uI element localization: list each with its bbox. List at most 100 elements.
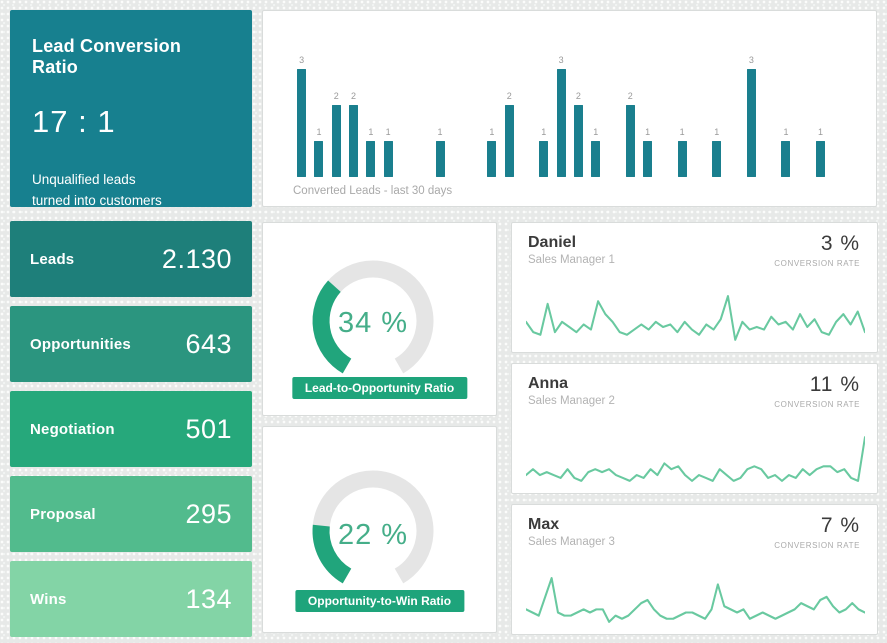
bar-value-label: 1 [316,127,322,137]
bar-slot[interactable]: 3 [743,47,760,177]
bar[interactable] [366,141,376,177]
lead-conversion-ratio-subtitle: Unqualified leads turned into customers [32,170,230,212]
bar-slot[interactable]: 1 [639,47,656,177]
kpi-card-wins[interactable]: Wins 134 [10,561,252,637]
bar-value-label: 1 [783,127,789,137]
bar-slot[interactable] [795,47,812,177]
bar[interactable] [504,105,514,177]
bar-slot[interactable]: 1 [812,47,829,177]
lead-conversion-ratio-card[interactable]: Lead Conversion Ratio 17 : 1 Unqualified… [10,10,252,208]
bar[interactable] [297,69,307,177]
bar-slot[interactable]: 1 [379,47,396,177]
bar-slot[interactable]: 1 [535,47,552,177]
bar[interactable] [712,141,722,177]
daniel-sparkline-chart [526,295,865,341]
gauge-banner-label: Lead-to-Opportunity Ratio [291,377,468,399]
bar[interactable] [625,105,635,177]
kpi-value: 2.130 [161,243,232,274]
kpi-card-negotiation[interactable]: Negotiation 501 [10,391,252,467]
kpi-card-leads[interactable]: Leads 2.130 [10,221,252,297]
bar[interactable] [383,141,393,177]
manager-card-daniel[interactable]: Daniel Sales Manager 1 3 % CONVERSION RA… [511,222,878,353]
bar-slot[interactable]: 2 [328,47,345,177]
bar-slot[interactable]: 1 [777,47,794,177]
bar-slot[interactable] [466,47,483,177]
bar-value-label: 1 [385,127,391,137]
kpi-card-opportunities[interactable]: Opportunities 643 [10,306,252,382]
bar-slot[interactable] [397,47,414,177]
kpi-label: Negotiation [30,420,115,438]
bar-value-label: 1 [593,127,599,137]
bar[interactable] [314,141,324,177]
bar-slot[interactable] [414,47,431,177]
manager-name: Max [528,516,560,533]
kpi-label: Wins [30,590,67,608]
bar-slot[interactable] [656,47,673,177]
bar-value-label: 1 [368,127,374,137]
bar-slot[interactable] [760,47,777,177]
bar-slot[interactable]: 1 [483,47,500,177]
bar-slot[interactable]: 2 [622,47,639,177]
bar-value-label: 2 [506,91,512,101]
bar-value-label: 1 [437,127,443,137]
bar-slot[interactable] [691,47,708,177]
bar-slot[interactable]: 3 [293,47,310,177]
converted-leads-caption: Converted Leads - last 30 days [293,185,453,197]
subtitle-line-2: turned into customers [32,192,162,208]
bar-value-label: 3 [748,55,754,65]
lead-to-opportunity-gauge-panel[interactable]: 34 % Lead-to-Opportunity Ratio [262,222,497,416]
bar-slot[interactable] [725,47,742,177]
opportunity-to-win-gauge-panel[interactable]: 22 % Opportunity-to-Win Ratio [262,426,497,633]
lead-to-opportunity-gauge-chart [312,260,434,374]
bar[interactable] [349,105,359,177]
manager-card-anna[interactable]: Anna Sales Manager 2 11 % CONVERSION RAT… [511,363,878,494]
kpi-label: Leads [30,250,75,268]
bar-value-label: 1 [679,127,685,137]
bar[interactable] [487,141,497,177]
bar-value-label: 2 [575,91,581,101]
bar-value-label: 3 [299,55,305,65]
manager-name: Daniel [528,234,577,251]
bar[interactable] [677,141,687,177]
bar-slot[interactable] [604,47,621,177]
bar-value-label: 1 [645,127,651,137]
bar-value-label: 3 [558,55,564,65]
converted-leads-panel[interactable]: 3 1 2 2 1 1 1 1 2 1 3 2 1 2 1 1 1 3 1 1 Converted Leads - l… [262,10,877,207]
bar-slot[interactable]: 2 [501,47,518,177]
bar-slot[interactable]: 1 [674,47,691,177]
lead-conversion-ratio-value: 17 : 1 [32,104,116,139]
manager-card-max[interactable]: Max Sales Manager 3 7 % CONVERSION RATE [511,504,878,635]
kpi-label: Opportunities [30,335,131,353]
bar-slot[interactable]: 2 [570,47,587,177]
bar[interactable] [539,141,549,177]
bar[interactable] [556,69,566,177]
bar[interactable] [746,69,756,177]
bar-slot[interactable] [518,47,535,177]
bar-slot[interactable]: 2 [345,47,362,177]
kpi-card-proposal[interactable]: Proposal 295 [10,476,252,552]
bar-slot[interactable]: 3 [552,47,569,177]
kpi-value: 134 [185,583,232,614]
bar[interactable] [591,141,601,177]
kpi-value: 501 [185,413,232,444]
bar[interactable] [331,105,341,177]
bar-slot[interactable]: 1 [431,47,448,177]
bar-slot[interactable]: 1 [587,47,604,177]
bar[interactable] [435,141,445,177]
bar[interactable] [643,141,653,177]
bar[interactable] [816,141,826,177]
bar-slot[interactable]: 1 [708,47,725,177]
bar-slot[interactable]: 1 [362,47,379,177]
manager-role: Sales Manager 1 [528,254,615,266]
bar-slot[interactable] [449,47,466,177]
lead-conversion-ratio-title: Lead Conversion Ratio [32,36,182,77]
bar[interactable] [781,141,791,177]
gauge-banner-label: Opportunity-to-Win Ratio [294,590,465,612]
gauge-value: 34 % [337,307,409,339]
bar[interactable] [573,105,583,177]
conversion-rate-value: 3 % [820,232,860,255]
conversion-rate-label: CONVERSION RATE [774,259,860,268]
manager-role: Sales Manager 2 [528,395,615,407]
bar-slot[interactable]: 1 [310,47,327,177]
